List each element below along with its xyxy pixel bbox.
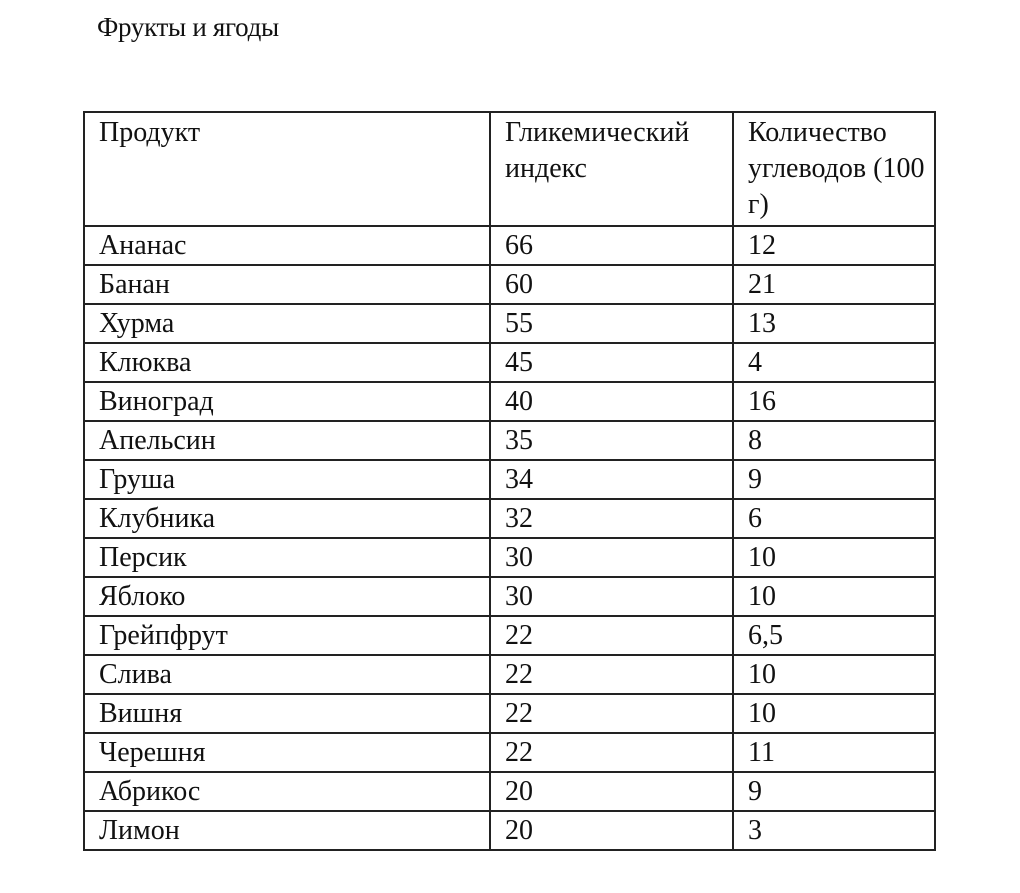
cell-product: Апельсин — [83, 420, 491, 461]
cell-product: Яблоко — [83, 576, 491, 617]
cell-carbohydrates: 9 — [732, 771, 936, 812]
cell-glycemic-index: 22 — [489, 615, 734, 656]
cell-product: Черешня — [83, 732, 491, 773]
cell-carbohydrates: 13 — [732, 303, 936, 344]
header-glycemic-index: Гликемический индекс — [489, 111, 734, 227]
cell-product: Банан — [83, 264, 491, 305]
cell-carbohydrates: 16 — [732, 381, 936, 422]
cell-carbohydrates: 9 — [732, 459, 936, 500]
cell-carbohydrates: 8 — [732, 420, 936, 461]
cell-product: Абрикос — [83, 771, 491, 812]
cell-glycemic-index: 22 — [489, 654, 734, 695]
header-product: Продукт — [83, 111, 491, 227]
cell-carbohydrates: 3 — [732, 810, 936, 851]
table-row: Абрикос 20 9 — [83, 771, 936, 812]
cell-glycemic-index: 34 — [489, 459, 734, 500]
cell-carbohydrates: 10 — [732, 654, 936, 695]
table-row: Черешня 22 11 — [83, 732, 936, 773]
table-row: Вишня 22 10 — [83, 693, 936, 734]
glycemic-index-table: Продукт Гликемический индекс Количество … — [83, 111, 936, 851]
cell-glycemic-index: 20 — [489, 771, 734, 812]
cell-glycemic-index: 40 — [489, 381, 734, 422]
cell-product: Груша — [83, 459, 491, 500]
table-row: Грейпфрут 22 6,5 — [83, 615, 936, 656]
cell-product: Хурма — [83, 303, 491, 344]
cell-glycemic-index: 35 — [489, 420, 734, 461]
cell-carbohydrates: 10 — [732, 537, 936, 578]
cell-product: Грейпфрут — [83, 615, 491, 656]
cell-glycemic-index: 60 — [489, 264, 734, 305]
table-row: Яблоко 30 10 — [83, 576, 936, 617]
cell-glycemic-index: 22 — [489, 732, 734, 773]
cell-glycemic-index: 22 — [489, 693, 734, 734]
table-body: Ананас 66 12 Банан 60 21 Хурма 55 13 Клю… — [83, 225, 936, 851]
cell-glycemic-index: 30 — [489, 537, 734, 578]
table-row: Апельсин 35 8 — [83, 420, 936, 461]
cell-carbohydrates: 11 — [732, 732, 936, 773]
cell-glycemic-index: 66 — [489, 225, 734, 266]
cell-product: Вишня — [83, 693, 491, 734]
cell-product: Слива — [83, 654, 491, 695]
cell-glycemic-index: 30 — [489, 576, 734, 617]
cell-carbohydrates: 21 — [732, 264, 936, 305]
table-row: Клюква 45 4 — [83, 342, 936, 383]
table-row: Виноград 40 16 — [83, 381, 936, 422]
header-row: Продукт Гликемический индекс Количество … — [83, 111, 936, 227]
header-carbohydrates: Количество углеводов (100 г) — [732, 111, 936, 227]
table-row: Груша 34 9 — [83, 459, 936, 500]
table-row: Клубника 32 6 — [83, 498, 936, 539]
table-row: Слива 22 10 — [83, 654, 936, 695]
document-title: Фрукты и ягоды — [97, 12, 279, 42]
table-row: Хурма 55 13 — [83, 303, 936, 344]
cell-carbohydrates: 12 — [732, 225, 936, 266]
cell-product: Ананас — [83, 225, 491, 266]
cell-carbohydrates: 4 — [732, 342, 936, 383]
cell-carbohydrates: 6,5 — [732, 615, 936, 656]
cell-product: Клубника — [83, 498, 491, 539]
cell-glycemic-index: 45 — [489, 342, 734, 383]
table-row: Персик 30 10 — [83, 537, 936, 578]
cell-carbohydrates: 6 — [732, 498, 936, 539]
table-row: Ананас 66 12 — [83, 225, 936, 266]
cell-glycemic-index: 55 — [489, 303, 734, 344]
cell-glycemic-index: 20 — [489, 810, 734, 851]
table-row: Банан 60 21 — [83, 264, 936, 305]
cell-product: Виноград — [83, 381, 491, 422]
cell-product: Лимон — [83, 810, 491, 851]
cell-carbohydrates: 10 — [732, 576, 936, 617]
cell-product: Персик — [83, 537, 491, 578]
table-row: Лимон 20 3 — [83, 810, 936, 851]
table-header: Продукт Гликемический индекс Количество … — [83, 111, 936, 227]
cell-product: Клюква — [83, 342, 491, 383]
cell-glycemic-index: 32 — [489, 498, 734, 539]
cell-carbohydrates: 10 — [732, 693, 936, 734]
